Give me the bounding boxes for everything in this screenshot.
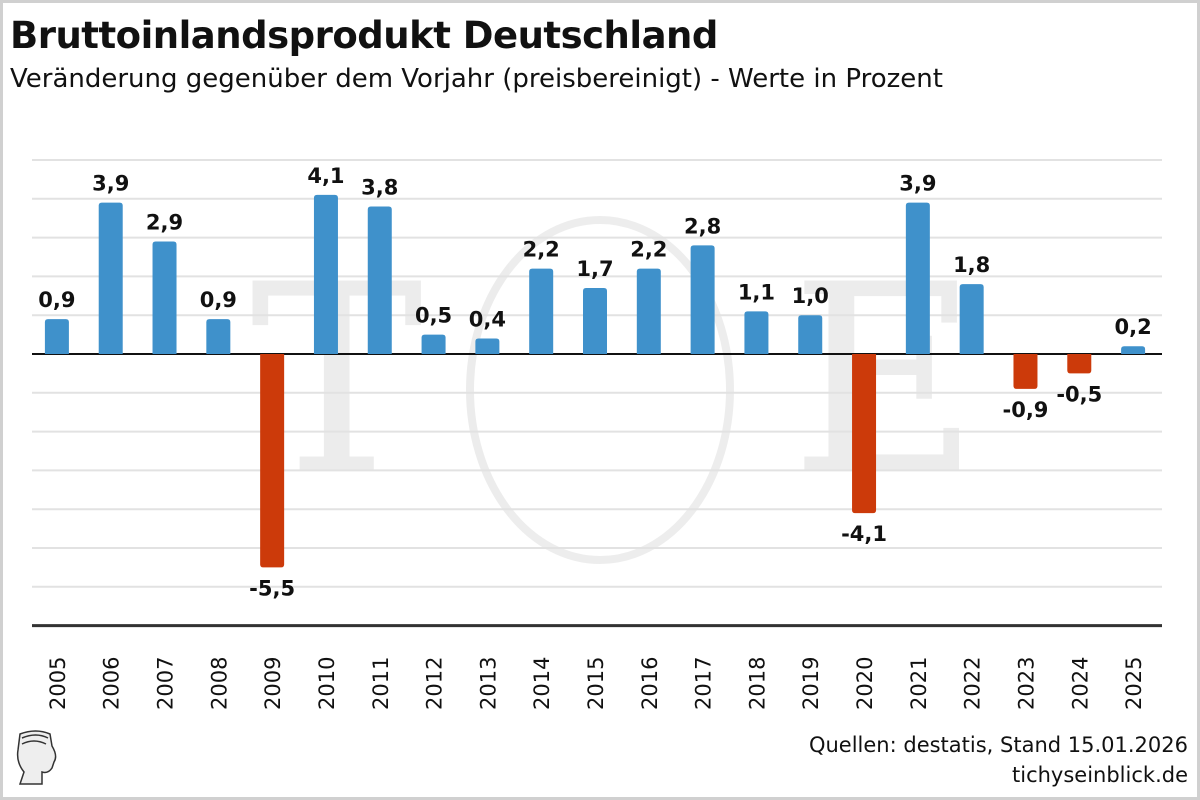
data-label: 0,2 bbox=[1114, 315, 1151, 339]
bar-2022 bbox=[959, 284, 984, 354]
bar-2010 bbox=[313, 194, 338, 354]
x-tick-label: 2016 bbox=[638, 657, 662, 710]
x-tick-label: 2008 bbox=[207, 657, 231, 710]
x-tick-label: 2017 bbox=[692, 657, 716, 710]
bar-2005 bbox=[44, 319, 69, 354]
bar-2024 bbox=[1067, 354, 1092, 374]
data-label: 1,0 bbox=[792, 284, 829, 308]
bar-2007 bbox=[152, 241, 177, 354]
bar-2020 bbox=[852, 354, 877, 514]
bar-2023 bbox=[1013, 354, 1038, 389]
x-tick-label: 2023 bbox=[1014, 657, 1038, 710]
data-label: 2,9 bbox=[146, 210, 183, 234]
x-tick-label: 2006 bbox=[100, 657, 124, 710]
x-tick-label: 2012 bbox=[423, 657, 447, 710]
data-label: 0,9 bbox=[200, 288, 237, 312]
bar-2021 bbox=[905, 202, 930, 354]
data-label: -0,9 bbox=[1003, 398, 1049, 422]
x-tick-label: 2021 bbox=[907, 657, 931, 710]
svg-text:E: E bbox=[790, 230, 980, 532]
x-tick-label: 2009 bbox=[261, 657, 285, 710]
bar-2019 bbox=[798, 315, 823, 354]
bar-2017 bbox=[690, 245, 715, 354]
bar-2011 bbox=[367, 206, 392, 354]
data-label: 4,1 bbox=[307, 164, 344, 188]
x-tick-label: 2015 bbox=[584, 657, 608, 710]
bar-2012 bbox=[421, 334, 446, 354]
tichys-einblick-logo-icon bbox=[16, 730, 57, 785]
x-tick-label: 2022 bbox=[961, 657, 985, 710]
data-label: 2,8 bbox=[684, 214, 721, 238]
x-tick-label: 2025 bbox=[1122, 657, 1146, 710]
chart-title: Bruttoinlandsprodukt Deutschland bbox=[10, 14, 718, 57]
data-label: 1,1 bbox=[738, 280, 775, 304]
x-tick-label: 2024 bbox=[1068, 657, 1092, 710]
data-label: 0,5 bbox=[415, 304, 452, 328]
data-label: 1,7 bbox=[576, 257, 613, 281]
chart-subtitle: Veränderung gegenüber dem Vorjahr (preis… bbox=[10, 64, 943, 94]
data-label: 3,9 bbox=[92, 172, 129, 196]
bar-2013 bbox=[475, 338, 500, 354]
data-label: 0,4 bbox=[469, 307, 506, 331]
x-tick-label: 2011 bbox=[369, 657, 393, 710]
data-label: 2,2 bbox=[630, 238, 667, 262]
data-label: 1,8 bbox=[953, 253, 990, 277]
website-text: tichyseinblick.de bbox=[1012, 763, 1188, 787]
data-label: -4,1 bbox=[841, 522, 887, 546]
x-tick-label: 2005 bbox=[46, 657, 70, 710]
bar-2009 bbox=[260, 354, 285, 568]
data-label: -5,5 bbox=[249, 576, 295, 600]
data-label: 2,2 bbox=[523, 238, 560, 262]
source-text: Quellen: destatis, Stand 15.01.2026 bbox=[808, 733, 1188, 757]
data-label: -0,5 bbox=[1056, 382, 1102, 406]
data-label: 3,9 bbox=[899, 172, 936, 196]
data-label: 3,8 bbox=[361, 176, 398, 200]
source-note: Quellen: destatis, Stand 15.01.2026 tich… bbox=[809, 730, 1188, 790]
bar-2006 bbox=[98, 202, 123, 354]
bar-2015 bbox=[583, 288, 607, 354]
x-tick-label: 2013 bbox=[476, 657, 500, 710]
x-tick-label: 2019 bbox=[799, 657, 823, 710]
bar-2016 bbox=[636, 268, 661, 354]
x-tick-label: 2014 bbox=[530, 657, 554, 710]
x-tick-label: 2010 bbox=[315, 657, 339, 710]
bar-2018 bbox=[744, 311, 769, 354]
bar-2014 bbox=[529, 268, 554, 354]
bar-2008 bbox=[206, 319, 231, 354]
x-tick-label: 2020 bbox=[853, 657, 877, 710]
data-label: 0,9 bbox=[38, 288, 75, 312]
x-tick-label: 2007 bbox=[154, 657, 178, 710]
bar-2025 bbox=[1121, 346, 1146, 354]
x-tick-label: 2018 bbox=[745, 657, 769, 710]
